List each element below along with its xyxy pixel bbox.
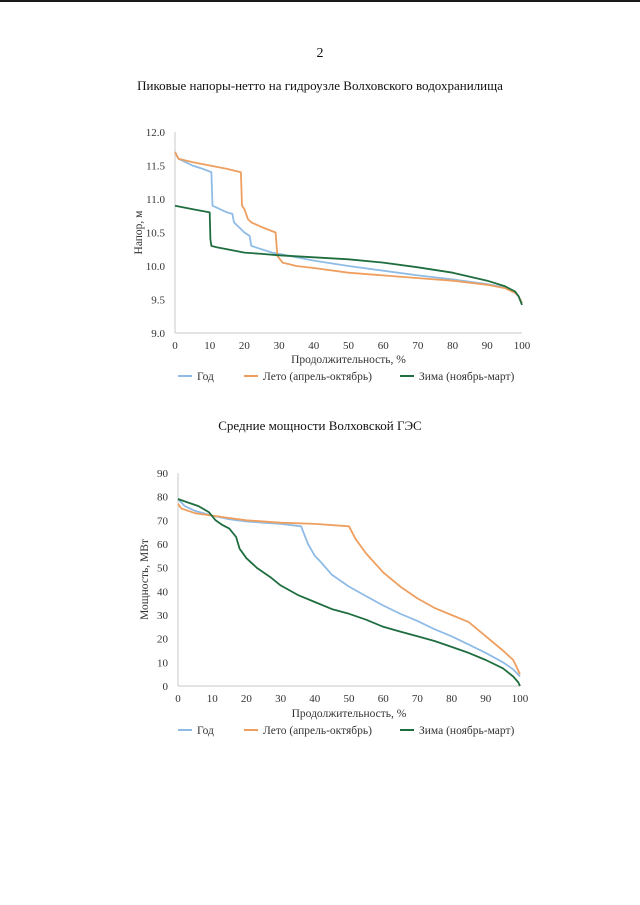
y-tick-label: 0 [163, 681, 169, 693]
legend-label: Год [197, 371, 214, 383]
x-tick-label: 40 [308, 340, 320, 352]
y-tick-label: 80 [157, 492, 169, 504]
legend-label: Зима (ноябрь-март) [419, 371, 515, 383]
y-axis-title: Напор, м [133, 210, 145, 255]
y-tick-label: 10.5 [146, 228, 166, 240]
y-tick-label: 9.0 [151, 328, 165, 340]
x-axis-title: Продолжительность, % [291, 354, 406, 366]
x-tick-label: 80 [447, 340, 459, 352]
x-tick-label: 10 [204, 340, 216, 352]
x-tick-label: 0 [172, 340, 178, 352]
x-tick-label: 60 [378, 340, 390, 352]
y-tick-label: 11.0 [146, 194, 165, 206]
legend-label: Лето (апрель-октябрь) [263, 725, 372, 737]
x-tick-label: 100 [512, 693, 529, 705]
x-tick-label: 70 [412, 340, 424, 352]
y-tick-label: 12.0 [146, 127, 166, 139]
x-tick-label: 70 [412, 693, 424, 705]
y-tick-label: 11.5 [146, 161, 165, 173]
x-tick-label: 30 [275, 693, 287, 705]
y-tick-label: 90 [157, 468, 169, 480]
x-tick-label: 30 [274, 340, 286, 352]
x-tick-label: 10 [207, 693, 219, 705]
x-tick-label: 0 [175, 693, 181, 705]
y-tick-label: 10.0 [146, 261, 166, 273]
y-tick-label: 60 [157, 539, 169, 551]
series-year-line [177, 498, 521, 678]
chart-title-heads: Пиковые напоры-нетто на гидроузле Волхов… [137, 78, 503, 93]
y-tick-label: 10 [157, 657, 169, 669]
y-tick-label: 40 [157, 586, 169, 598]
x-axis-title: Продолжительность, % [292, 708, 407, 720]
y-tick-label: 30 [157, 610, 169, 622]
x-tick-label: 40 [309, 693, 321, 705]
x-tick-label: 50 [344, 693, 356, 705]
x-tick-label: 100 [514, 340, 531, 352]
x-tick-label: 90 [482, 340, 494, 352]
chart-title-power: Средние мощности Волховской ГЭС [218, 418, 422, 433]
series-summer-line [177, 503, 521, 675]
series-year-line [174, 151, 523, 304]
chart-power: 0 10 20 30 40 50 60 70 80 90 100 0 10 20 30 40 50 60 70 80 9… [139, 468, 529, 737]
x-tick-label: 60 [378, 693, 390, 705]
series-winter-line [177, 498, 521, 687]
y-axis-title: Мощность, МВт [139, 539, 151, 620]
x-tick-label: 90 [480, 693, 492, 705]
y-tick-label: 50 [157, 563, 169, 575]
series-winter-line [174, 204, 523, 306]
legend-label: Год [197, 725, 214, 737]
legend-label: Зима (ноябрь-март) [419, 725, 515, 737]
y-tick-label: 70 [157, 515, 169, 527]
y-tick-label: 9.5 [151, 295, 165, 307]
series-summer-line [174, 151, 523, 304]
x-tick-label: 20 [239, 340, 251, 352]
page-top-edge [0, 0, 640, 2]
x-tick-label: 80 [446, 693, 458, 705]
x-tick-label: 50 [343, 340, 355, 352]
y-tick-label: 20 [157, 634, 169, 646]
legend-label: Лето (апрель-октябрь) [263, 371, 372, 383]
chart-heads: 0 10 20 30 40 50 60 70 80 90 100 9.0 9.5 10.0 10.5 11.0… [133, 127, 531, 383]
page-number: 2 [316, 46, 324, 61]
x-tick-label: 20 [241, 693, 253, 705]
